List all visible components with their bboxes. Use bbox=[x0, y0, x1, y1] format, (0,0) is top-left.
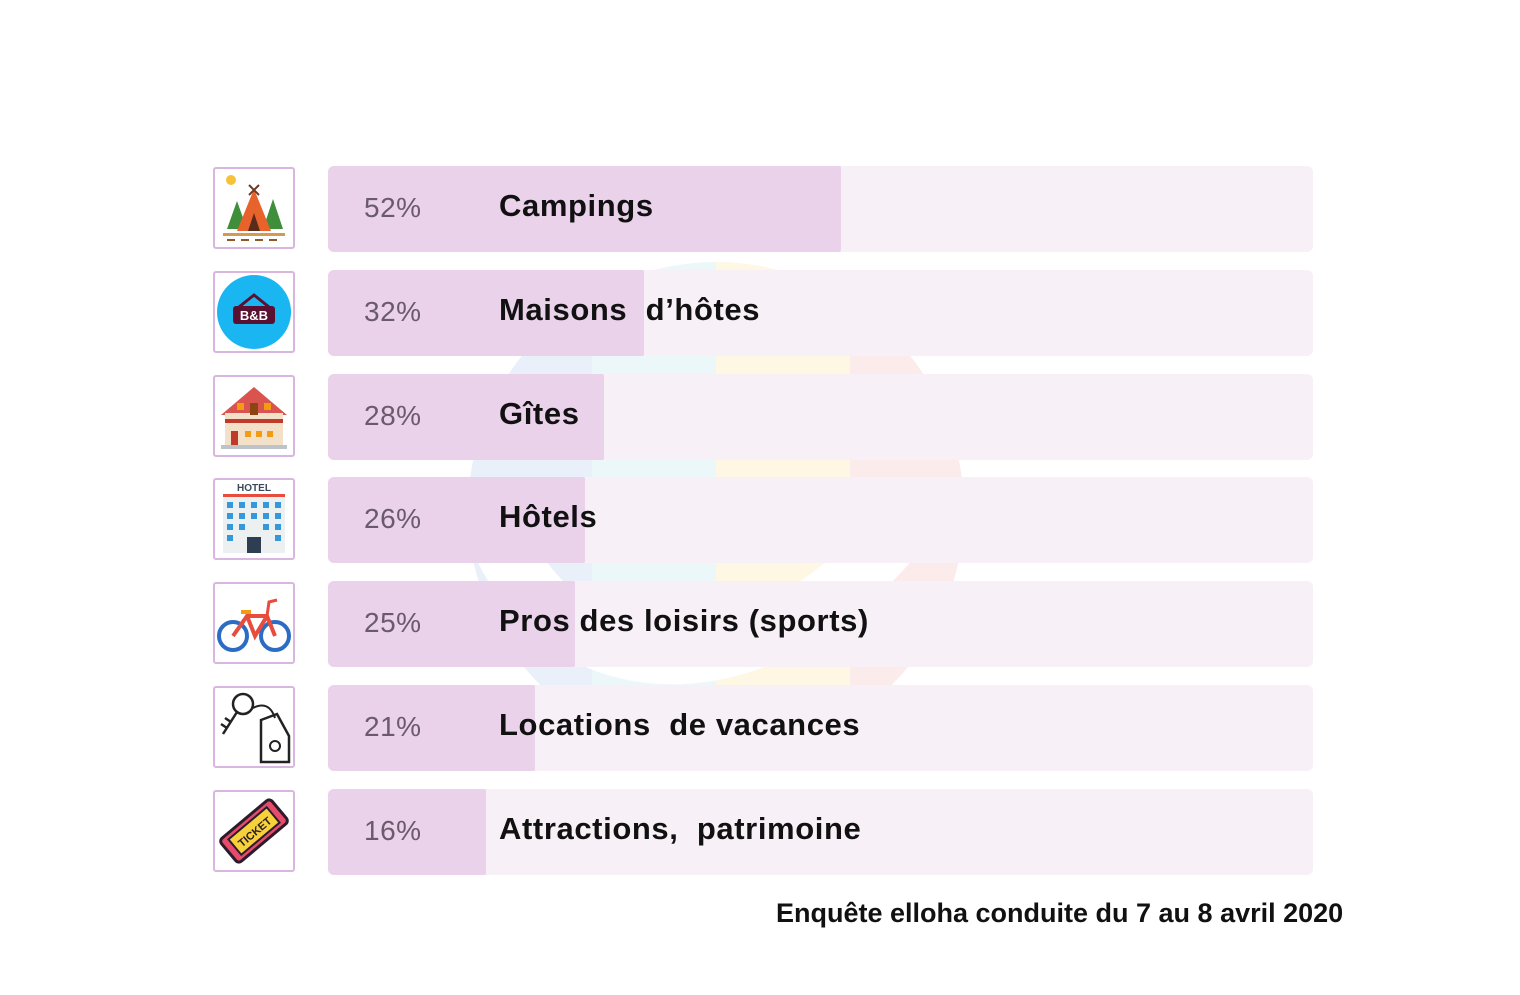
bar bbox=[328, 789, 486, 875]
bar-category-label: Attractions, patrimoine bbox=[499, 811, 862, 846]
bar-row: 52% Campings bbox=[0, 166, 1520, 252]
bar-value-label: 25% bbox=[364, 607, 422, 638]
bar bbox=[328, 581, 575, 667]
bar-row: TICKET 16% Attractions, patrimoine bbox=[0, 789, 1520, 875]
bar-row: HOTEL 26% Hôtels bbox=[0, 477, 1520, 563]
key-tag-icon bbox=[213, 686, 295, 768]
bar-value-label: 21% bbox=[364, 711, 422, 742]
bar bbox=[328, 374, 604, 460]
bar bbox=[328, 685, 535, 771]
bar-track bbox=[328, 789, 1313, 875]
bar-value-label: 26% bbox=[364, 503, 422, 534]
ticket-icon: TICKET bbox=[213, 790, 295, 872]
bar-row: B&B 32% Maisons d’hôtes bbox=[0, 270, 1520, 356]
survey-footnote: Enquête elloha conduite du 7 au 8 avril … bbox=[776, 898, 1344, 928]
bar-category-label: Hôtels bbox=[499, 499, 598, 534]
bar-row: 28% Gîtes bbox=[0, 374, 1520, 460]
bar-value-label: 16% bbox=[364, 815, 422, 846]
bar bbox=[328, 166, 841, 252]
bar-value-label: 52% bbox=[364, 192, 422, 223]
bicycle-icon bbox=[213, 582, 295, 664]
svg-text:B&B: B&B bbox=[240, 308, 268, 323]
bar-category-label: Locations de vacances bbox=[499, 707, 861, 742]
bar-row: 25% Pros des loisirs (sports) bbox=[0, 581, 1520, 667]
tent-icon bbox=[213, 167, 295, 249]
bar bbox=[328, 477, 585, 563]
hotel-icon: HOTEL bbox=[213, 478, 295, 560]
bar-value-label: 32% bbox=[364, 296, 422, 327]
bar bbox=[328, 270, 644, 356]
bed-and-breakfast-icon: B&B bbox=[213, 271, 295, 353]
bar-category-label: Maisons d’hôtes bbox=[499, 292, 761, 327]
bar-value-label: 28% bbox=[364, 400, 422, 431]
bar-category-label: Pros des loisirs (sports) bbox=[499, 603, 869, 638]
bar-category-label: Campings bbox=[499, 188, 654, 223]
cottage-icon bbox=[213, 375, 295, 457]
bar-row: 21% Locations de vacances bbox=[0, 685, 1520, 771]
bar-category-label: Gîtes bbox=[499, 396, 580, 431]
svg-text:HOTEL: HOTEL bbox=[237, 483, 271, 494]
